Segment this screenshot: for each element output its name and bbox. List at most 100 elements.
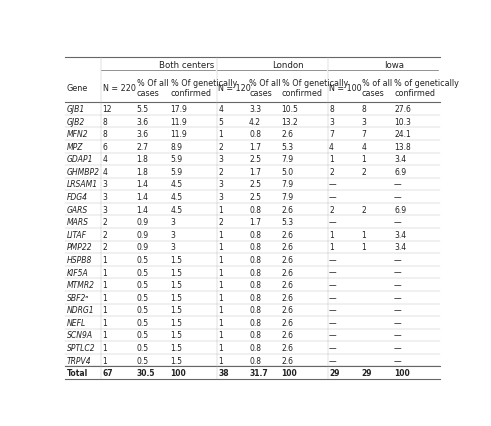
Text: 2: 2 bbox=[329, 167, 334, 176]
Text: % Of genetically
confirmed: % Of genetically confirmed bbox=[282, 79, 348, 98]
Text: 5.0: 5.0 bbox=[282, 167, 294, 176]
Text: Both centers: Both centers bbox=[159, 61, 214, 70]
Text: FDG4: FDG4 bbox=[67, 193, 88, 201]
Text: 3: 3 bbox=[171, 218, 175, 227]
Text: 2: 2 bbox=[218, 167, 223, 176]
Text: GJB2: GJB2 bbox=[67, 117, 85, 126]
Text: 0.5: 0.5 bbox=[136, 255, 149, 265]
Text: 3: 3 bbox=[171, 243, 175, 252]
Text: 8.9: 8.9 bbox=[171, 142, 183, 151]
Text: 1: 1 bbox=[103, 356, 108, 365]
Text: —: — bbox=[394, 193, 402, 201]
Text: 4.2: 4.2 bbox=[249, 117, 261, 126]
Text: Total: Total bbox=[67, 368, 88, 377]
Text: 1.4: 1.4 bbox=[136, 193, 149, 201]
Text: 0.5: 0.5 bbox=[136, 318, 149, 327]
Text: 100: 100 bbox=[171, 368, 187, 377]
Text: 3: 3 bbox=[103, 205, 108, 214]
Text: PMP22: PMP22 bbox=[67, 243, 92, 252]
Text: 2: 2 bbox=[329, 205, 334, 214]
Text: 0.5: 0.5 bbox=[136, 305, 149, 314]
Text: 5.5: 5.5 bbox=[136, 105, 149, 114]
Text: GJB1: GJB1 bbox=[67, 105, 85, 114]
Text: 1: 1 bbox=[218, 268, 223, 277]
Text: % Of all
cases: % Of all cases bbox=[249, 79, 281, 98]
Text: 4: 4 bbox=[103, 167, 108, 176]
Text: 1: 1 bbox=[361, 155, 366, 164]
Text: 17.9: 17.9 bbox=[171, 105, 188, 114]
Text: 1.5: 1.5 bbox=[171, 331, 183, 340]
Text: 2: 2 bbox=[103, 243, 108, 252]
Text: MTMR2: MTMR2 bbox=[67, 280, 95, 290]
Text: 0.8: 0.8 bbox=[249, 230, 261, 239]
Text: 3.6: 3.6 bbox=[136, 130, 149, 139]
Text: 1: 1 bbox=[103, 318, 108, 327]
Text: 2.6: 2.6 bbox=[282, 268, 294, 277]
Text: 8: 8 bbox=[103, 117, 108, 126]
Text: 7: 7 bbox=[361, 130, 366, 139]
Text: —: — bbox=[329, 268, 337, 277]
Text: 3: 3 bbox=[171, 230, 175, 239]
Text: 0.5: 0.5 bbox=[136, 293, 149, 302]
Text: 1.7: 1.7 bbox=[249, 167, 261, 176]
Text: 1: 1 bbox=[218, 205, 223, 214]
Text: 1: 1 bbox=[361, 243, 366, 252]
Text: 8: 8 bbox=[103, 130, 108, 139]
Text: —: — bbox=[394, 268, 402, 277]
Text: 29: 29 bbox=[361, 368, 372, 377]
Text: 7: 7 bbox=[329, 130, 334, 139]
Text: % of all
cases: % of all cases bbox=[361, 79, 392, 98]
Text: 2.6: 2.6 bbox=[282, 243, 294, 252]
Text: 4: 4 bbox=[329, 142, 334, 151]
Text: KIF5A: KIF5A bbox=[67, 268, 88, 277]
Text: 1: 1 bbox=[218, 305, 223, 314]
Text: 1.8: 1.8 bbox=[136, 167, 149, 176]
Text: 1: 1 bbox=[218, 280, 223, 290]
Text: 5.9: 5.9 bbox=[171, 155, 183, 164]
Text: —: — bbox=[329, 255, 337, 265]
Text: 4.5: 4.5 bbox=[171, 180, 183, 189]
Text: 3: 3 bbox=[218, 155, 223, 164]
Text: 3.4: 3.4 bbox=[394, 230, 406, 239]
Text: N = 220: N = 220 bbox=[103, 83, 136, 93]
Text: 1.5: 1.5 bbox=[171, 255, 183, 265]
Text: N = 100: N = 100 bbox=[329, 83, 362, 93]
Text: 0.9: 0.9 bbox=[136, 218, 149, 227]
Text: GARS: GARS bbox=[67, 205, 88, 214]
Text: 4: 4 bbox=[103, 155, 108, 164]
Text: 0.8: 0.8 bbox=[249, 293, 261, 302]
Text: 2: 2 bbox=[361, 167, 366, 176]
Text: 13.2: 13.2 bbox=[282, 117, 299, 126]
Text: 0.8: 0.8 bbox=[249, 280, 261, 290]
Text: 2: 2 bbox=[361, 205, 366, 214]
Text: SPTLC2: SPTLC2 bbox=[67, 343, 95, 352]
Text: N = 120: N = 120 bbox=[218, 83, 251, 93]
Text: —: — bbox=[329, 305, 337, 314]
Text: 6.9: 6.9 bbox=[394, 205, 406, 214]
Text: 0.8: 0.8 bbox=[249, 243, 261, 252]
Text: 2.6: 2.6 bbox=[282, 230, 294, 239]
Text: 1: 1 bbox=[103, 343, 108, 352]
Text: 1: 1 bbox=[218, 230, 223, 239]
Text: 3.3: 3.3 bbox=[249, 105, 261, 114]
Text: 1.5: 1.5 bbox=[171, 318, 183, 327]
Text: 31.7: 31.7 bbox=[249, 368, 268, 377]
Text: 1: 1 bbox=[103, 280, 108, 290]
Text: 2.6: 2.6 bbox=[282, 318, 294, 327]
Text: 2.6: 2.6 bbox=[282, 280, 294, 290]
Text: 3: 3 bbox=[103, 180, 108, 189]
Text: 4.5: 4.5 bbox=[171, 205, 183, 214]
Text: 1.4: 1.4 bbox=[136, 205, 149, 214]
Text: 0.5: 0.5 bbox=[136, 331, 149, 340]
Text: —: — bbox=[394, 343, 402, 352]
Text: 67: 67 bbox=[103, 368, 113, 377]
Text: GHMBP2: GHMBP2 bbox=[67, 167, 100, 176]
Text: 1.7: 1.7 bbox=[249, 218, 261, 227]
Text: 4: 4 bbox=[218, 105, 223, 114]
Text: —: — bbox=[329, 193, 337, 201]
Text: 2.6: 2.6 bbox=[282, 343, 294, 352]
Text: 3.4: 3.4 bbox=[394, 243, 406, 252]
Text: 1: 1 bbox=[329, 230, 334, 239]
Text: 2.6: 2.6 bbox=[282, 293, 294, 302]
Text: 3.4: 3.4 bbox=[394, 155, 406, 164]
